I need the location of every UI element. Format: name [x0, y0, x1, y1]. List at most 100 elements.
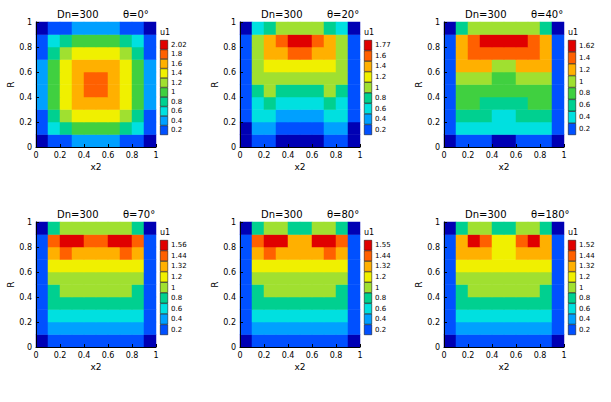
- svg-text:1.32: 1.32: [171, 262, 187, 270]
- svg-text:θ=0°: θ=0°: [123, 9, 149, 20]
- svg-text:1.2: 1.2: [579, 66, 590, 74]
- svg-text:1: 1: [435, 218, 440, 227]
- svg-text:0.8: 0.8: [126, 151, 139, 160]
- svg-text:0.2: 0.2: [258, 151, 271, 160]
- svg-text:1.4: 1.4: [579, 54, 591, 62]
- svg-text:0.8: 0.8: [171, 98, 182, 106]
- svg-text:0.6: 0.6: [171, 107, 183, 115]
- svg-text:θ=40°: θ=40°: [531, 9, 563, 20]
- svg-text:x2: x2: [498, 362, 509, 372]
- svg-text:0.8: 0.8: [126, 351, 139, 360]
- svg-text:R: R: [210, 281, 220, 287]
- svg-text:0.4: 0.4: [486, 151, 499, 160]
- svg-text:0.4: 0.4: [282, 351, 295, 360]
- svg-text:0.6: 0.6: [102, 351, 115, 360]
- svg-text:1.8: 1.8: [171, 50, 182, 58]
- svg-text:0.2: 0.2: [54, 351, 67, 360]
- svg-text:0.8: 0.8: [171, 294, 182, 302]
- svg-text:1.44: 1.44: [171, 252, 187, 260]
- svg-text:0.2: 0.2: [462, 351, 475, 360]
- svg-text:0.2: 0.2: [223, 318, 236, 327]
- svg-text:1: 1: [579, 284, 583, 292]
- svg-text:1.77: 1.77: [375, 41, 391, 49]
- svg-text:0: 0: [237, 151, 242, 160]
- svg-text:0.6: 0.6: [19, 268, 32, 277]
- svg-text:0.8: 0.8: [579, 89, 590, 97]
- svg-text:0.8: 0.8: [579, 294, 590, 302]
- svg-text:0.6: 0.6: [375, 105, 387, 113]
- svg-text:0.4: 0.4: [579, 315, 591, 323]
- svg-text:1: 1: [153, 351, 158, 360]
- svg-text:0.4: 0.4: [78, 151, 91, 160]
- svg-text:0.4: 0.4: [486, 351, 499, 360]
- svg-text:1.4: 1.4: [171, 69, 183, 77]
- svg-text:1: 1: [153, 151, 158, 160]
- svg-text:Dn=300: Dn=300: [465, 9, 507, 20]
- svg-text:0.4: 0.4: [427, 93, 440, 102]
- svg-text:0.4: 0.4: [223, 93, 236, 102]
- svg-text:R: R: [414, 281, 424, 287]
- svg-text:0.2: 0.2: [171, 126, 182, 134]
- svg-text:θ=70°: θ=70°: [123, 209, 155, 220]
- svg-text:1.2: 1.2: [171, 79, 182, 87]
- svg-text:0.8: 0.8: [330, 151, 343, 160]
- svg-text:0: 0: [435, 143, 440, 152]
- svg-text:1.55: 1.55: [375, 241, 391, 249]
- svg-text:1: 1: [435, 18, 440, 27]
- svg-text:0.6: 0.6: [102, 151, 115, 160]
- svg-text:1: 1: [357, 351, 362, 360]
- svg-text:1.32: 1.32: [579, 262, 595, 270]
- svg-text:0.2: 0.2: [19, 118, 32, 127]
- svg-text:x2: x2: [90, 362, 101, 372]
- svg-text:1: 1: [27, 218, 32, 227]
- svg-text:1.62: 1.62: [579, 42, 595, 50]
- svg-text:1: 1: [579, 78, 583, 86]
- svg-text:R: R: [210, 81, 220, 87]
- svg-text:1.44: 1.44: [579, 252, 595, 260]
- svg-text:x2: x2: [294, 362, 305, 372]
- svg-text:0.4: 0.4: [171, 315, 183, 323]
- svg-text:0: 0: [33, 351, 38, 360]
- svg-text:0.4: 0.4: [171, 117, 183, 125]
- svg-text:0.4: 0.4: [19, 293, 32, 302]
- svg-text:0.8: 0.8: [19, 43, 32, 52]
- svg-text:1: 1: [357, 151, 362, 160]
- svg-text:θ=180°: θ=180°: [531, 209, 570, 220]
- svg-text:0.8: 0.8: [534, 351, 547, 360]
- svg-text:0.2: 0.2: [54, 151, 67, 160]
- svg-text:Dn=300: Dn=300: [261, 209, 303, 220]
- svg-text:u1: u1: [160, 28, 170, 37]
- svg-text:0.8: 0.8: [534, 151, 547, 160]
- svg-text:0.6: 0.6: [510, 151, 523, 160]
- svg-text:0.6: 0.6: [306, 151, 319, 160]
- svg-text:0.2: 0.2: [223, 118, 236, 127]
- svg-text:0.8: 0.8: [223, 243, 236, 252]
- svg-text:0: 0: [237, 351, 242, 360]
- svg-text:1: 1: [375, 84, 379, 92]
- svg-text:2.02: 2.02: [171, 41, 187, 49]
- svg-text:0.4: 0.4: [223, 293, 236, 302]
- svg-text:0: 0: [231, 143, 236, 152]
- svg-text:0.6: 0.6: [510, 351, 523, 360]
- svg-text:0.6: 0.6: [306, 351, 319, 360]
- svg-text:x2: x2: [90, 162, 101, 172]
- svg-text:0.8: 0.8: [427, 243, 440, 252]
- svg-text:0.8: 0.8: [19, 243, 32, 252]
- svg-text:0: 0: [441, 151, 446, 160]
- svg-text:0.2: 0.2: [171, 326, 182, 334]
- svg-text:0.4: 0.4: [427, 293, 440, 302]
- svg-text:0: 0: [27, 143, 32, 152]
- svg-text:1.2: 1.2: [375, 273, 386, 281]
- svg-text:1.2: 1.2: [579, 273, 590, 281]
- svg-text:0.8: 0.8: [375, 94, 386, 102]
- svg-text:u1: u1: [364, 28, 374, 37]
- svg-text:0: 0: [27, 343, 32, 352]
- svg-text:θ=20°: θ=20°: [327, 9, 359, 20]
- svg-text:1: 1: [27, 18, 32, 27]
- svg-text:0.8: 0.8: [223, 43, 236, 52]
- svg-text:0.2: 0.2: [258, 351, 271, 360]
- svg-text:0: 0: [435, 343, 440, 352]
- svg-text:0.2: 0.2: [375, 126, 386, 134]
- svg-text:0.6: 0.6: [579, 305, 591, 313]
- svg-text:1: 1: [171, 284, 175, 292]
